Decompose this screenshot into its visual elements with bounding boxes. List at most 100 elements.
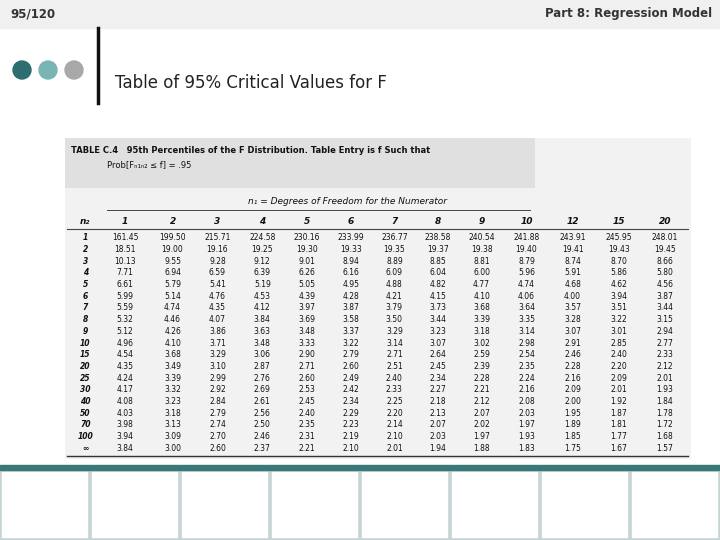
Text: 40: 40 [80, 397, 91, 406]
Bar [452, 472, 538, 538]
Text: 4.56: 4.56 [657, 280, 673, 289]
Text: 6.09: 6.09 [386, 268, 403, 278]
Text: 6: 6 [348, 218, 354, 226]
Text: 1: 1 [122, 218, 128, 226]
Text: 2.90: 2.90 [299, 350, 315, 359]
Text: 6.26: 6.26 [299, 268, 315, 278]
Text: 5.41: 5.41 [209, 280, 226, 289]
Text: 4.26: 4.26 [164, 327, 181, 336]
Text: 12: 12 [567, 218, 579, 226]
Text: 19.33: 19.33 [340, 245, 361, 254]
Text: 2.42: 2.42 [343, 385, 359, 394]
Text: 5.14: 5.14 [164, 292, 181, 301]
Text: 4.46: 4.46 [164, 315, 181, 324]
Text: 8.89: 8.89 [386, 256, 402, 266]
Text: 3.49: 3.49 [164, 362, 181, 371]
Text: 8.74: 8.74 [564, 256, 581, 266]
Text: 2.28: 2.28 [564, 362, 581, 371]
Circle shape [13, 61, 31, 79]
Text: 1.97: 1.97 [518, 420, 535, 429]
Text: 3.94: 3.94 [117, 432, 134, 441]
Text: 1.94: 1.94 [430, 444, 446, 453]
Text: 3.68: 3.68 [164, 350, 181, 359]
Text: 2.53: 2.53 [299, 385, 315, 394]
Text: 2.01: 2.01 [611, 385, 627, 394]
Text: 5.80: 5.80 [657, 268, 673, 278]
Text: 25: 25 [80, 374, 91, 382]
Text: 2.85: 2.85 [611, 339, 627, 348]
Bar [65, 138, 690, 458]
Text: 3.97: 3.97 [299, 303, 315, 313]
Text: n₁ = Degrees of Freedom for the Numerator: n₁ = Degrees of Freedom for the Numerato… [248, 198, 447, 206]
Text: 2.07: 2.07 [430, 420, 446, 429]
Text: 19.16: 19.16 [207, 245, 228, 254]
Text: 2.71: 2.71 [386, 350, 402, 359]
Text: 2.59: 2.59 [473, 350, 490, 359]
Text: 50: 50 [80, 409, 91, 417]
Text: 2.98: 2.98 [518, 339, 535, 348]
Text: 8.85: 8.85 [430, 256, 446, 266]
Text: 5.79: 5.79 [164, 280, 181, 289]
Text: 5.86: 5.86 [611, 268, 627, 278]
Text: 224.58: 224.58 [249, 233, 276, 242]
Text: 2.45: 2.45 [430, 362, 446, 371]
Text: 1: 1 [83, 233, 88, 242]
Text: 1.72: 1.72 [657, 420, 673, 429]
Text: 6.04: 6.04 [429, 268, 446, 278]
Text: 2.79: 2.79 [209, 409, 226, 417]
Text: 3.50: 3.50 [386, 315, 403, 324]
Text: 18.51: 18.51 [114, 245, 136, 254]
Text: 19.35: 19.35 [384, 245, 405, 254]
Text: 2.25: 2.25 [386, 397, 402, 406]
Text: 4.06: 4.06 [518, 292, 535, 301]
Text: 3.14: 3.14 [518, 327, 535, 336]
Text: 3.02: 3.02 [473, 339, 490, 348]
Text: 4.28: 4.28 [343, 292, 359, 301]
Text: 2.10: 2.10 [343, 444, 359, 453]
Text: 2.09: 2.09 [611, 374, 627, 382]
Text: 4.17: 4.17 [117, 385, 134, 394]
Text: 2.71: 2.71 [299, 362, 315, 371]
Text: 2.46: 2.46 [564, 350, 581, 359]
Text: 2.16: 2.16 [564, 374, 581, 382]
Text: 2.40: 2.40 [299, 409, 315, 417]
Text: 5.59: 5.59 [117, 303, 134, 313]
Text: 6.39: 6.39 [254, 268, 271, 278]
Text: 241.88: 241.88 [513, 233, 539, 242]
Text: 2.24: 2.24 [518, 374, 535, 382]
Text: 9.12: 9.12 [254, 256, 271, 266]
Text: 4.12: 4.12 [254, 303, 271, 313]
Text: 215.71: 215.71 [204, 233, 230, 242]
Text: 5.19: 5.19 [254, 280, 271, 289]
Text: 19.45: 19.45 [654, 245, 676, 254]
Text: 2.40: 2.40 [386, 374, 402, 382]
Text: 2.40: 2.40 [611, 350, 627, 359]
Text: 2.70: 2.70 [209, 432, 226, 441]
Text: 9: 9 [83, 327, 88, 336]
Text: 95/120: 95/120 [10, 8, 55, 21]
Text: 2.39: 2.39 [473, 362, 490, 371]
Text: 4.03: 4.03 [117, 409, 134, 417]
Text: 4.10: 4.10 [164, 339, 181, 348]
Text: 2.37: 2.37 [254, 444, 271, 453]
Text: 3.84: 3.84 [254, 315, 271, 324]
Text: 3.68: 3.68 [473, 303, 490, 313]
Text: 4.74: 4.74 [164, 303, 181, 313]
Text: 5.05: 5.05 [299, 280, 315, 289]
Text: 5.91: 5.91 [564, 268, 581, 278]
Text: 2.50: 2.50 [254, 420, 271, 429]
Text: 2.20: 2.20 [386, 409, 402, 417]
Text: 4.08: 4.08 [117, 397, 134, 406]
Text: 19.00: 19.00 [162, 245, 184, 254]
Text: 15: 15 [80, 350, 91, 359]
Text: 2.14: 2.14 [386, 420, 402, 429]
Text: 2.21: 2.21 [299, 444, 315, 453]
Text: 3.13: 3.13 [164, 420, 181, 429]
Text: 3.87: 3.87 [342, 303, 359, 313]
Text: Prob[Fₙ₁ₙ₂ ≤ f] = .95: Prob[Fₙ₁ₙ₂ ≤ f] = .95 [107, 160, 192, 169]
Text: 1.67: 1.67 [611, 444, 627, 453]
Text: 2.60: 2.60 [299, 374, 315, 382]
Text: 100: 100 [78, 432, 94, 441]
Text: 8: 8 [435, 218, 441, 226]
Text: 1.93: 1.93 [518, 432, 535, 441]
